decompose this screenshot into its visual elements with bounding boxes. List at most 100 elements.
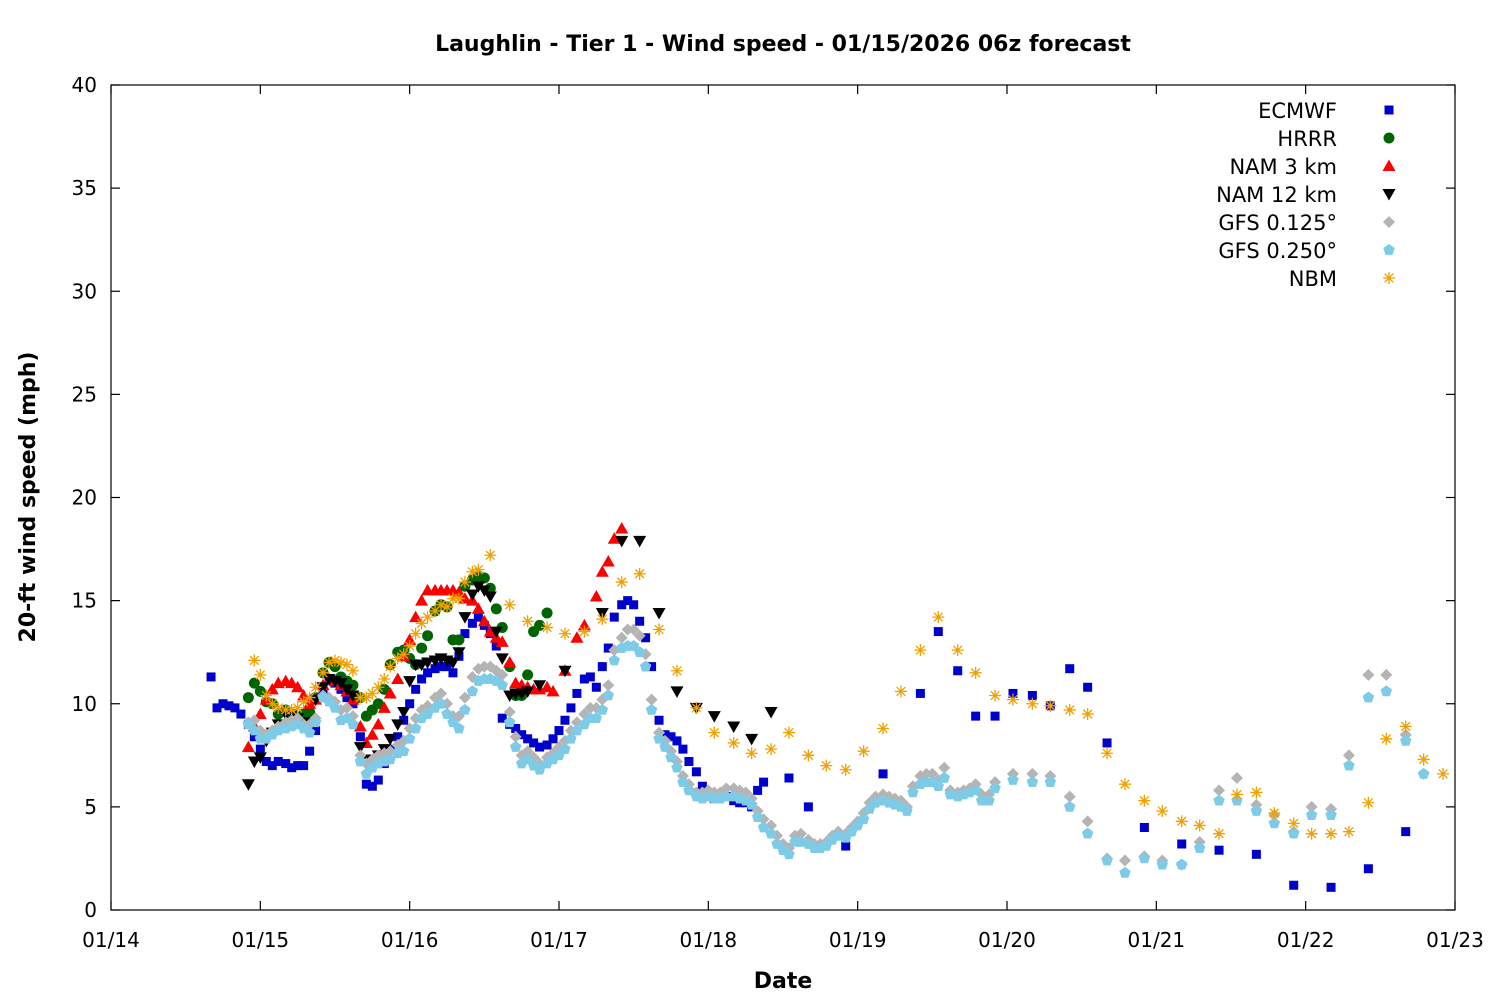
data-point — [549, 734, 558, 743]
data-point — [708, 727, 720, 739]
data-point — [453, 634, 464, 645]
data-point — [1156, 805, 1168, 817]
data-point — [411, 685, 420, 694]
y-axis-tick-labels: 0510152025303540 — [72, 73, 97, 922]
data-point — [578, 626, 590, 638]
x-tick-label: 01/22 — [1277, 928, 1335, 952]
data-point — [633, 536, 646, 548]
data-point — [692, 767, 701, 776]
data-point — [398, 648, 410, 660]
data-point — [1343, 760, 1354, 771]
legend-label: GFS 0.250° — [1218, 239, 1337, 263]
data-point — [1119, 855, 1131, 867]
data-point — [590, 590, 603, 602]
data-point — [938, 762, 950, 774]
data-point — [405, 699, 414, 708]
data-point — [410, 723, 421, 734]
data-point — [1044, 700, 1056, 712]
data-point — [542, 608, 553, 619]
data-point — [634, 568, 646, 580]
data-point — [1007, 694, 1019, 706]
data-point — [1176, 859, 1187, 870]
data-point — [1380, 733, 1392, 745]
data-point — [1325, 828, 1337, 840]
data-point — [1139, 852, 1150, 863]
data-point — [653, 624, 665, 636]
data-point — [1064, 704, 1076, 716]
x-tick-label: 01/14 — [82, 928, 140, 952]
data-point — [592, 683, 601, 692]
data-point — [1064, 791, 1076, 803]
data-point — [1364, 864, 1373, 873]
data-point — [404, 640, 416, 652]
data-point — [1418, 753, 1430, 765]
legend-label: NAM 12 km — [1216, 183, 1337, 207]
data-point — [759, 778, 768, 787]
data-point — [299, 761, 308, 770]
data-point — [272, 702, 284, 714]
data-point — [1082, 815, 1094, 827]
data-point — [260, 690, 272, 702]
data-point — [783, 727, 795, 739]
data-point — [971, 712, 980, 721]
data-point — [708, 711, 721, 723]
data-point — [602, 555, 615, 567]
data-point — [916, 689, 925, 698]
data-point — [1119, 867, 1130, 878]
data-point — [671, 665, 683, 677]
data-point — [1177, 840, 1186, 849]
data-point — [1213, 828, 1225, 840]
y-tick-label: 20 — [72, 486, 97, 510]
data-point — [472, 564, 484, 576]
data-point — [467, 685, 478, 696]
data-point — [728, 737, 740, 749]
data-point — [448, 668, 457, 677]
data-point — [1363, 692, 1374, 703]
data-point — [1101, 855, 1112, 866]
data-point — [765, 707, 778, 719]
data-point — [1213, 784, 1225, 796]
legend-label: NBM — [1289, 267, 1337, 291]
legend-label: NAM 3 km — [1229, 155, 1337, 179]
data-point — [484, 549, 496, 561]
y-tick-label: 0 — [84, 898, 97, 922]
legend-marker — [1383, 189, 1396, 201]
data-point — [914, 644, 926, 656]
data-point — [596, 613, 608, 625]
legend-marker — [1384, 133, 1395, 144]
data-point — [391, 673, 404, 685]
legend-label: GFS 0.125° — [1218, 211, 1337, 235]
data-point — [1343, 749, 1355, 761]
data-point — [609, 654, 620, 665]
data-point — [391, 719, 404, 731]
data-point — [690, 702, 702, 714]
data-point — [616, 576, 628, 588]
data-point — [672, 736, 681, 745]
data-point — [560, 716, 569, 725]
data-point — [372, 718, 385, 730]
data-point — [452, 647, 465, 659]
data-point — [256, 745, 265, 754]
data-point — [1343, 826, 1355, 838]
data-point — [655, 716, 664, 725]
x-axis-tick-labels: 01/14 01/15 01/16 01/17 01/18 01/19 01/20 01/21… — [82, 928, 1484, 952]
data-point — [242, 779, 255, 791]
data-point — [1362, 669, 1374, 681]
data-point — [765, 743, 777, 755]
data-point — [602, 679, 614, 691]
data-point — [841, 842, 850, 851]
data-point — [242, 741, 255, 753]
data-point — [243, 692, 254, 703]
data-point — [510, 741, 521, 752]
data-point — [248, 654, 260, 666]
data-point — [753, 786, 762, 795]
data-point — [1231, 772, 1243, 784]
data-point — [727, 721, 740, 733]
y-tick-label: 5 — [84, 795, 97, 819]
y-tick-label: 10 — [72, 692, 97, 716]
data-point — [522, 615, 534, 627]
data-point — [877, 723, 889, 735]
data-point — [1327, 883, 1336, 892]
data-point — [586, 672, 595, 681]
data-point — [1026, 698, 1038, 710]
